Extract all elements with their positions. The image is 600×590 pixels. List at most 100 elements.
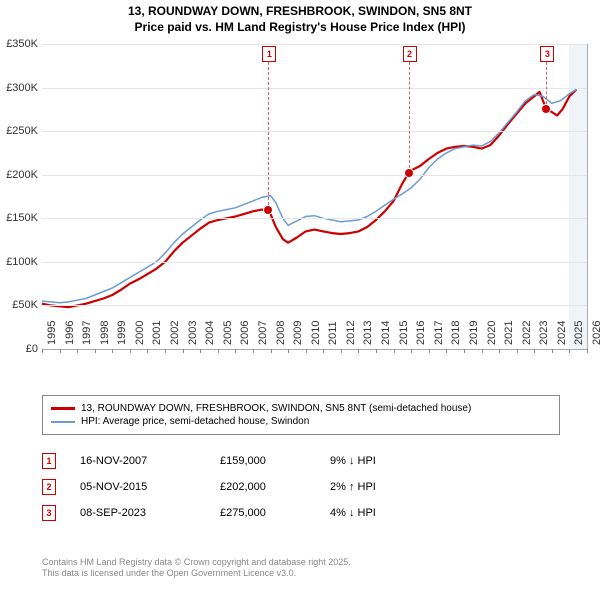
x-tick-mark (429, 349, 430, 353)
x-axis-label: 2013 (362, 321, 374, 345)
x-axis-label: 2012 (345, 321, 357, 345)
marker-label: 3 (540, 46, 554, 62)
x-axis-label: 2008 (275, 321, 287, 345)
x-tick-mark (569, 349, 570, 353)
legend-item: 13, ROUNDWAY DOWN, FRESHBROOK, SWINDON, … (51, 403, 551, 414)
x-tick-mark (42, 349, 43, 353)
y-axis-label: £150K (0, 212, 38, 224)
x-tick-mark (147, 349, 148, 353)
x-axis-label: 1999 (116, 321, 128, 345)
x-tick-mark (517, 349, 518, 353)
x-axis-label: 2018 (450, 321, 462, 345)
x-axis-label: 2004 (204, 321, 216, 345)
x-axis-label: 2006 (239, 321, 251, 345)
x-axis-label: 2022 (521, 321, 533, 345)
x-axis-label: 2025 (573, 321, 585, 345)
x-axis-label: 2024 (556, 321, 568, 345)
footnote-line-2: This data is licensed under the Open Gov… (42, 568, 562, 580)
x-tick-mark (499, 349, 500, 353)
sale-marker: 3 (42, 505, 56, 521)
x-axis-label: 2019 (468, 321, 480, 345)
sale-row: 116-NOV-2007£159,0009% ↓ HPI (42, 448, 440, 474)
x-axis-label: 2021 (503, 321, 515, 345)
x-axis-label: 1998 (99, 321, 111, 345)
sale-hpi: 4% ↓ HPI (330, 507, 440, 519)
x-axis-label: 2017 (433, 321, 445, 345)
x-tick-mark (394, 349, 395, 353)
sale-date: 08-SEP-2023 (80, 507, 220, 519)
x-axis-label: 2011 (327, 321, 339, 345)
y-axis-label: £100K (0, 256, 38, 268)
sale-hpi: 2% ↑ HPI (330, 481, 440, 493)
x-tick-mark (464, 349, 465, 353)
y-axis-label: £350K (0, 38, 38, 50)
chart-title: 13, ROUNDWAY DOWN, FRESHBROOK, SWINDON, … (0, 0, 600, 35)
x-tick-mark (200, 349, 201, 353)
footnote-line-1: Contains HM Land Registry data © Crown c… (42, 557, 562, 569)
x-axis-label: 2016 (415, 321, 427, 345)
x-tick-mark (271, 349, 272, 353)
y-axis-label: £250K (0, 125, 38, 137)
x-tick-mark (60, 349, 61, 353)
x-tick-mark (482, 349, 483, 353)
x-axis-label: 2026 (591, 321, 600, 345)
marker-line (409, 62, 410, 173)
y-gridline (42, 218, 587, 219)
x-axis-label: 2015 (398, 321, 410, 345)
legend-box: 13, ROUNDWAY DOWN, FRESHBROOK, SWINDON, … (42, 395, 560, 435)
x-tick-mark (77, 349, 78, 353)
sale-marker: 2 (42, 479, 56, 495)
x-tick-mark (534, 349, 535, 353)
x-tick-mark (95, 349, 96, 353)
marker-label: 1 (262, 46, 276, 62)
marker-dot (404, 168, 414, 178)
y-gridline (42, 44, 587, 45)
x-tick-mark (235, 349, 236, 353)
x-tick-mark (218, 349, 219, 353)
x-tick-mark (183, 349, 184, 353)
marker-label: 2 (403, 46, 417, 62)
y-gridline (42, 88, 587, 89)
y-gridline (42, 175, 587, 176)
series-price_paid (42, 89, 577, 307)
y-axis-label: £50K (0, 299, 38, 311)
sale-marker: 1 (42, 453, 56, 469)
y-axis-label: £300K (0, 82, 38, 94)
x-tick-mark (130, 349, 131, 353)
x-tick-mark (376, 349, 377, 353)
x-axis-label: 2020 (486, 321, 498, 345)
x-tick-mark (288, 349, 289, 353)
x-tick-mark (253, 349, 254, 353)
y-gridline (42, 262, 587, 263)
x-axis-label: 1996 (64, 321, 76, 345)
legend-label: HPI: Average price, semi-detached house,… (81, 416, 309, 427)
sale-row: 308-SEP-2023£275,0004% ↓ HPI (42, 500, 440, 526)
x-axis-label: 2010 (310, 321, 322, 345)
sales-table: 116-NOV-2007£159,0009% ↓ HPI205-NOV-2015… (42, 448, 440, 526)
x-tick-mark (446, 349, 447, 353)
legend-item: HPI: Average price, semi-detached house,… (51, 416, 551, 427)
marker-dot (263, 205, 273, 215)
series-hpi (42, 89, 577, 302)
x-axis-label: 2005 (222, 321, 234, 345)
x-axis-label: 2003 (187, 321, 199, 345)
x-tick-mark (552, 349, 553, 353)
x-tick-mark (112, 349, 113, 353)
x-tick-mark (358, 349, 359, 353)
x-tick-mark (165, 349, 166, 353)
x-axis-label: 2009 (292, 321, 304, 345)
x-tick-mark (323, 349, 324, 353)
x-axis-label: 2000 (134, 321, 146, 345)
y-gridline (42, 305, 587, 306)
sale-price: £159,000 (220, 455, 330, 467)
x-tick-mark (587, 349, 588, 353)
x-axis-label: 2023 (538, 321, 550, 345)
y-axis-label: £200K (0, 169, 38, 181)
y-axis-label: £0 (0, 343, 38, 355)
marker-line (268, 62, 269, 210)
x-axis-label: 2007 (257, 321, 269, 345)
x-axis-label: 2002 (169, 321, 181, 345)
x-axis-label: 1997 (81, 321, 93, 345)
marker-dot (541, 104, 551, 114)
chart-plot-area: £0£50K£100K£150K£200K£250K£300K£350K1995… (42, 44, 588, 350)
